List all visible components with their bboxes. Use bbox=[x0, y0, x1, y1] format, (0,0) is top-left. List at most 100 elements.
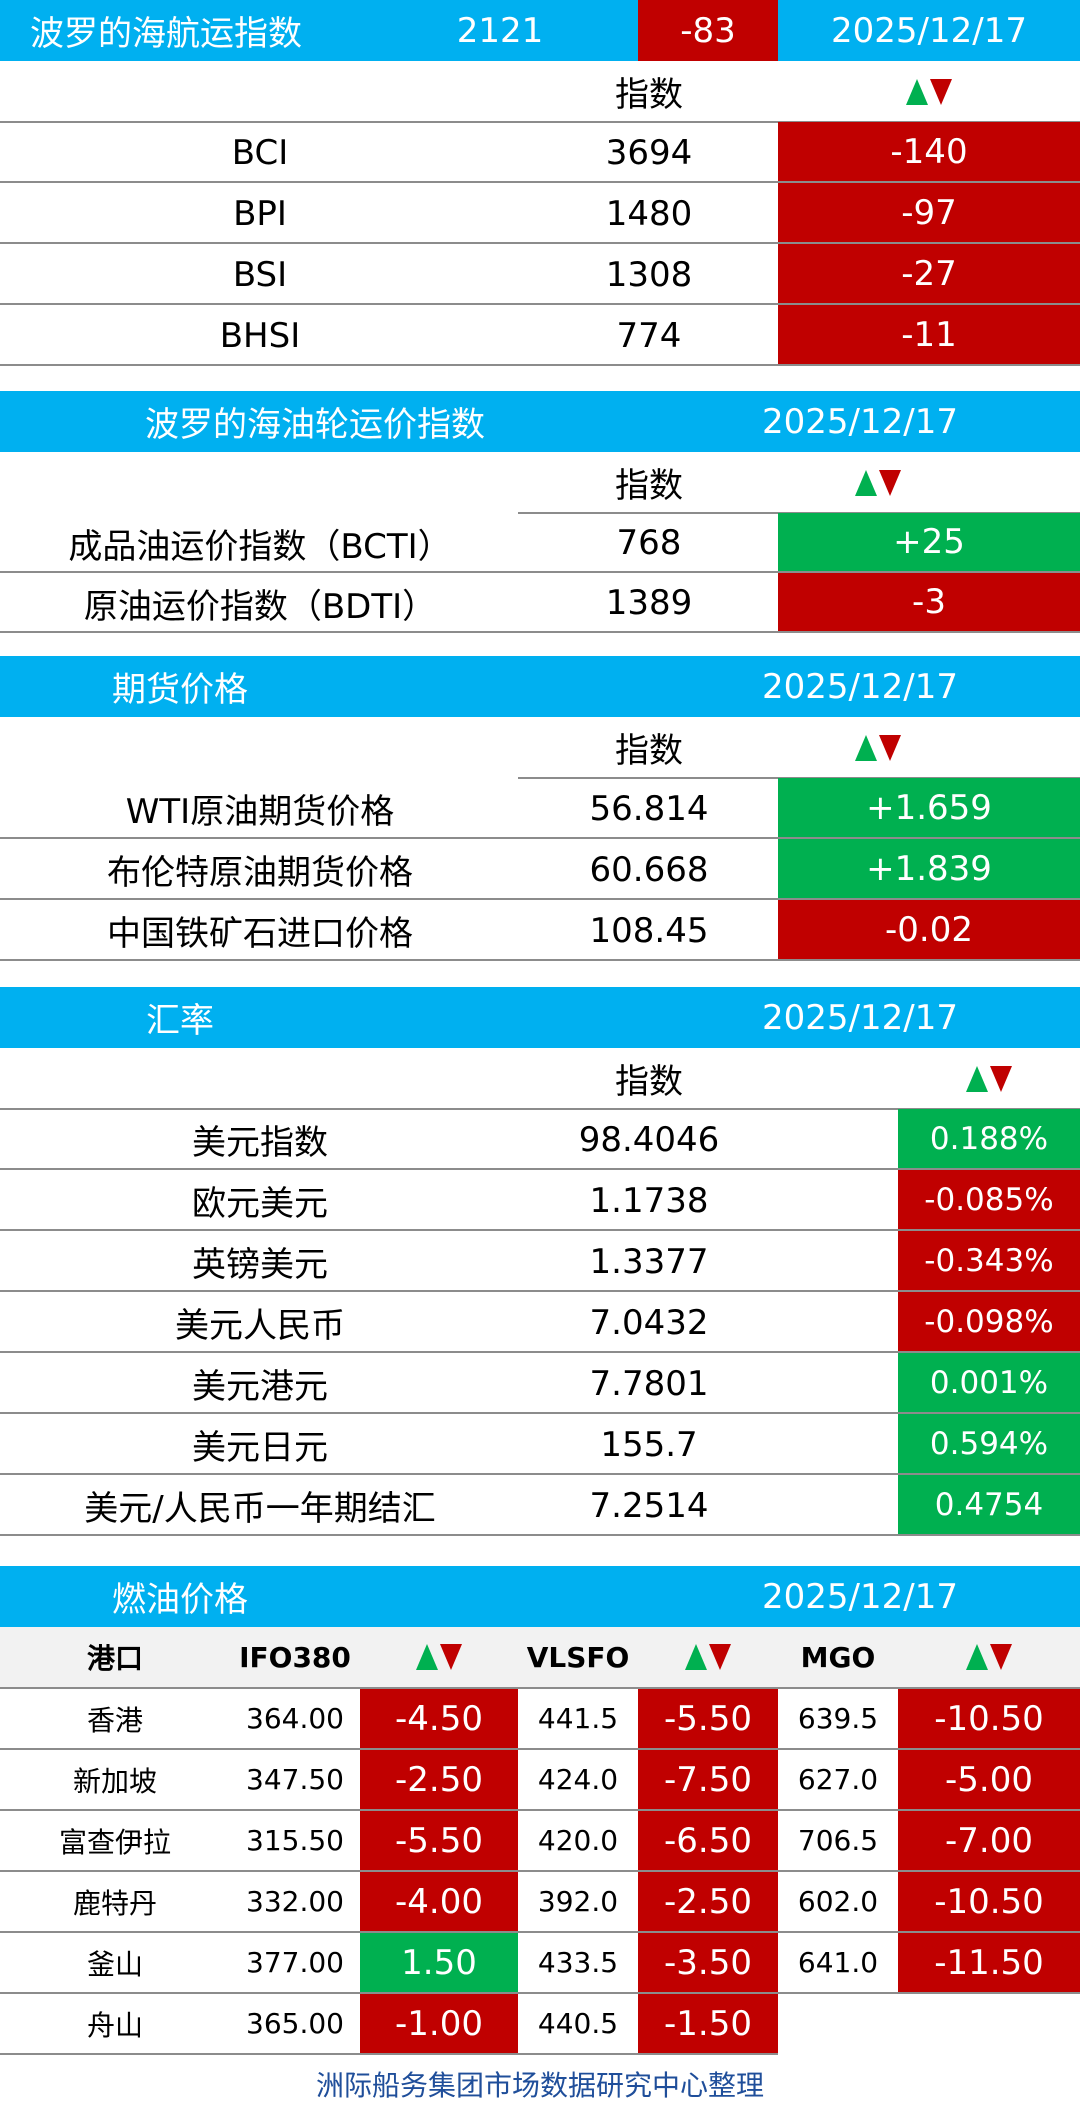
row-change: -0.085% bbox=[898, 1170, 1080, 1229]
bdi-date: 2025/12/17 bbox=[831, 10, 1027, 51]
up-down-arrows-icon bbox=[898, 1048, 1080, 1109]
row-name: 美元指数 bbox=[192, 1123, 328, 1163]
fuel-cell-mgo: 706.5 bbox=[797, 1824, 879, 1857]
fuel-title: 燃油价格 bbox=[112, 1580, 248, 1620]
row-change: -0.343% bbox=[898, 1231, 1080, 1290]
bdi-header: 波罗的海航运指数 2121 -83 2025/12/17 bbox=[0, 0, 1080, 61]
fuel-cell-ifo: 332.00 bbox=[246, 1885, 344, 1918]
fuel-col-port: 港口 bbox=[86, 1642, 143, 1675]
fuel-cell-mgo-chg: -7.00 bbox=[898, 1811, 1080, 1870]
fuel-cell-vlsfo: 424.0 bbox=[537, 1763, 619, 1796]
fuel-cell-port: 釜山 bbox=[86, 1947, 143, 1981]
table-row: 美元日元 155.7 0.594% bbox=[0, 1414, 1080, 1475]
fuel-cell-ifo: 365.00 bbox=[246, 2007, 344, 2040]
fuel-cell-vlsfo-chg: -7.50 bbox=[638, 1750, 778, 1809]
fuel-cell-ifo: 347.50 bbox=[246, 1763, 344, 1796]
fuel-cell-ifo-chg: 1.50 bbox=[360, 1933, 518, 1992]
fuel-cell-port: 香港 bbox=[86, 1703, 143, 1737]
fuel-cell-mgo-chg: -11.50 bbox=[898, 1933, 1080, 1992]
fuel-cell-mgo-chg: -10.50 bbox=[898, 1872, 1080, 1931]
fuel-header: 燃油价格 2025/12/17 bbox=[0, 1566, 1080, 1627]
row-value: 768 bbox=[616, 523, 682, 563]
row-change: -97 bbox=[778, 183, 1080, 242]
tanker-date: 2025/12/17 bbox=[762, 401, 958, 442]
row-name: WTI原油期货价格 bbox=[125, 792, 395, 832]
bdi-change: -83 bbox=[638, 0, 778, 61]
row-name: BPI bbox=[233, 193, 287, 234]
tanker-header: 波罗的海油轮运价指数 2025/12/17 bbox=[0, 391, 1080, 452]
row-value: 1308 bbox=[605, 254, 693, 295]
fuel-cell-mgo: 602.0 bbox=[797, 1885, 879, 1918]
row-value: 60.668 bbox=[589, 849, 709, 890]
fuel-col-vlsfo: VLSFO bbox=[526, 1640, 630, 1674]
table-row: 英镑美元 1.3377 -0.343% bbox=[0, 1231, 1080, 1292]
fuel-cell-ifo-chg: -1.00 bbox=[360, 1994, 518, 2053]
row-change: +25 bbox=[778, 513, 1080, 571]
up-down-arrows-icon bbox=[898, 1627, 1080, 1687]
table-row: WTI原油期货价格 56.814 +1.659 bbox=[0, 778, 1080, 839]
fx-title: 汇率 bbox=[146, 1001, 214, 1041]
table-row: 美元港元 7.7801 0.001% bbox=[0, 1353, 1080, 1414]
row-value: 1.1738 bbox=[589, 1180, 709, 1221]
row-name: 中国铁矿石进口价格 bbox=[107, 914, 413, 954]
row-value: 7.2514 bbox=[589, 1485, 709, 1526]
col-index-label: 指数 bbox=[615, 466, 683, 506]
row-change: +1.839 bbox=[778, 839, 1080, 898]
row-value: 3694 bbox=[605, 132, 693, 173]
row-value: 108.45 bbox=[589, 910, 709, 951]
col-index-label: 指数 bbox=[615, 75, 683, 115]
row-change: -140 bbox=[778, 122, 1080, 181]
bdi-value: 2121 bbox=[456, 10, 544, 51]
row-change: -11 bbox=[778, 305, 1080, 364]
table-row: 新加坡 347.50 -2.50 424.0 -7.50 627.0 -5.00 bbox=[0, 1750, 1080, 1811]
row-name: BHSI bbox=[219, 315, 301, 356]
bdi-title: 波罗的海航运指数 bbox=[30, 14, 302, 54]
row-change: +1.659 bbox=[778, 778, 1080, 837]
futures-date: 2025/12/17 bbox=[762, 666, 958, 707]
table-row: 富查伊拉 315.50 -5.50 420.0 -6.50 706.5 -7.00 bbox=[0, 1811, 1080, 1872]
fx-header: 汇率 2025/12/17 bbox=[0, 987, 1080, 1048]
table-row: 舟山 365.00 -1.00 440.5 -1.50 bbox=[0, 1994, 1080, 2055]
fuel-cell-mgo: 641.0 bbox=[797, 1946, 879, 1979]
tanker-col-header: 指数 bbox=[0, 452, 1080, 513]
fuel-cell-ifo: 315.50 bbox=[246, 1824, 344, 1857]
fuel-cell-ifo: 377.00 bbox=[246, 1946, 344, 1979]
fuel-cell-vlsfo-chg: -1.50 bbox=[638, 1994, 778, 2053]
row-change: 0.4754 bbox=[898, 1475, 1080, 1534]
up-down-arrows-icon bbox=[778, 717, 978, 778]
fuel-cell-vlsfo: 440.5 bbox=[537, 2007, 619, 2040]
table-row: BHSI 774 -11 bbox=[0, 305, 1080, 366]
fx-col-header: 指数 bbox=[0, 1048, 1080, 1109]
row-change: -0.098% bbox=[898, 1292, 1080, 1351]
table-row: BPI 1480 -97 bbox=[0, 183, 1080, 244]
fuel-cell-vlsfo: 392.0 bbox=[537, 1885, 619, 1918]
fuel-cell-port: 富查伊拉 bbox=[58, 1825, 171, 1859]
row-change: 0.188% bbox=[898, 1109, 1080, 1168]
tanker-title: 波罗的海油轮运价指数 bbox=[145, 405, 485, 445]
row-value: 774 bbox=[616, 315, 682, 356]
row-name: 原油运价指数（BDTI） bbox=[83, 586, 437, 627]
row-change: -3 bbox=[778, 573, 1080, 631]
fuel-col-mgo: MGO bbox=[800, 1640, 876, 1674]
fuel-cell-vlsfo: 441.5 bbox=[537, 1702, 619, 1735]
row-change: 0.001% bbox=[898, 1353, 1080, 1412]
fuel-cell-vlsfo-chg: -3.50 bbox=[638, 1933, 778, 1992]
bdi-col-header: 指数 bbox=[0, 61, 1080, 122]
fuel-cell-vlsfo: 420.0 bbox=[537, 1824, 619, 1857]
table-row: 美元/人民币一年期结汇 7.2514 0.4754 bbox=[0, 1475, 1080, 1536]
futures-title: 期货价格 bbox=[112, 670, 248, 710]
fuel-cell-mgo: 627.0 bbox=[797, 1763, 879, 1796]
fuel-cell-port: 鹿特丹 bbox=[72, 1886, 157, 1920]
table-row: 釜山 377.00 1.50 433.5 -3.50 641.0 -11.50 bbox=[0, 1933, 1080, 1994]
fuel-cell-ifo-chg: -4.50 bbox=[360, 1689, 518, 1748]
futures-col-header: 指数 bbox=[0, 717, 1080, 778]
table-row: 香港 364.00 -4.50 441.5 -5.50 639.5 -10.50 bbox=[0, 1689, 1080, 1750]
fuel-col-header: 港口 IFO380 VLSFO MGO bbox=[0, 1627, 1080, 1689]
fuel-cell-mgo-chg: -5.00 bbox=[898, 1750, 1080, 1809]
up-down-arrows-icon bbox=[360, 1627, 518, 1687]
row-name: BCI bbox=[231, 132, 289, 173]
table-row: 美元人民币 7.0432 -0.098% bbox=[0, 1292, 1080, 1353]
row-name: BSI bbox=[232, 254, 288, 295]
fuel-cell-vlsfo-chg: -5.50 bbox=[638, 1689, 778, 1748]
